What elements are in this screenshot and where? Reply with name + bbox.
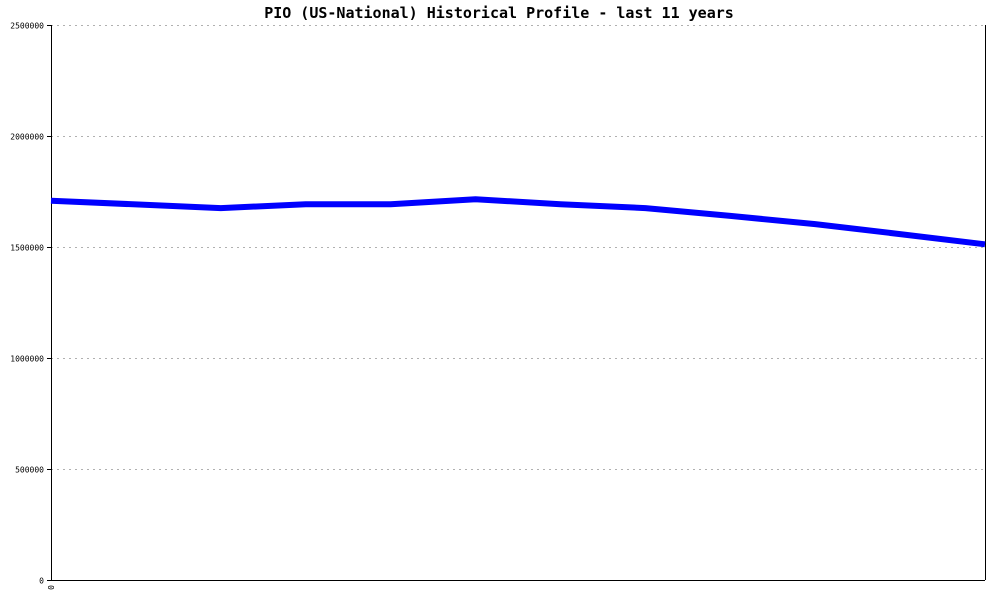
series-layer [50,196,986,248]
y-tick-label: 0 [39,577,44,586]
axes [47,25,986,581]
x-tick-label: 0 [47,585,56,590]
y-tick-label: 500000 [15,466,44,475]
y-tick-label: 2000000 [10,133,44,142]
y-tick-label: 1500000 [10,244,44,253]
y-tick-label: 1000000 [10,355,44,364]
x-tick-labels: 0 [47,585,56,590]
gridlines [51,25,985,470]
chart-title: PIO (US-National) Historical Profile - l… [264,4,734,22]
y-tick-labels: 0 500000 1000000 1500000 2000000 2500000 [10,22,44,586]
y-tick-label: 2500000 [10,22,44,31]
series-line [50,196,986,248]
